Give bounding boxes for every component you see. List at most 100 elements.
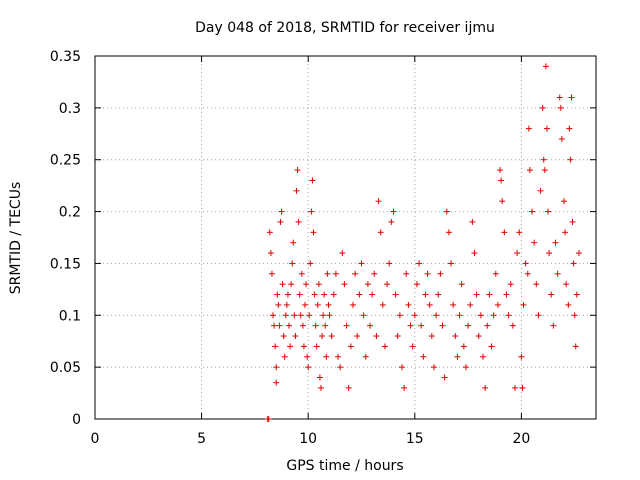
data-point [316, 374, 323, 381]
data-point [305, 364, 312, 371]
x-axis-label: GPS time / hours [286, 458, 403, 474]
data-point [526, 167, 533, 174]
data-point [362, 353, 369, 360]
data-point [290, 239, 297, 246]
data-point [505, 312, 512, 319]
x-tick-label: 10 [299, 431, 317, 447]
data-point [289, 260, 296, 267]
data-point [266, 229, 273, 236]
data-point [471, 250, 478, 257]
x-tick-label: 5 [197, 431, 206, 447]
data-point [373, 333, 380, 340]
data-point [501, 229, 508, 236]
data-point [317, 384, 324, 391]
data-point [279, 281, 286, 288]
data-point [420, 353, 427, 360]
data-point [274, 291, 281, 298]
data-point [467, 301, 474, 308]
data-point [550, 322, 557, 329]
data-point [422, 291, 429, 298]
data-point [545, 208, 552, 215]
data-point [386, 260, 393, 267]
data-point [507, 281, 514, 288]
data-point [428, 333, 435, 340]
data-point [288, 281, 295, 288]
data-point [281, 353, 288, 360]
data-point [522, 260, 529, 267]
data-point [488, 343, 495, 350]
data-point [552, 239, 559, 246]
chart-title: Day 048 of 2018, SRMTID for receiver ijm… [195, 20, 495, 36]
data-point [546, 250, 553, 257]
data-point [273, 379, 280, 386]
data-point [450, 301, 457, 308]
data-point [280, 333, 287, 340]
data-point [352, 270, 359, 277]
data-point [430, 364, 437, 371]
data-point [492, 270, 499, 277]
data-point [291, 312, 298, 319]
data-point [570, 260, 577, 267]
data-point [503, 291, 510, 298]
data-point [437, 270, 444, 277]
data-point [571, 312, 578, 319]
data-point [524, 270, 531, 277]
data-point [475, 333, 482, 340]
data-point [566, 125, 573, 132]
data-point [567, 156, 574, 163]
data-point [330, 291, 337, 298]
data-point [268, 270, 275, 277]
data-point [358, 260, 365, 267]
data-point [278, 208, 285, 215]
data-point [497, 167, 504, 174]
data-point [277, 218, 284, 225]
data-point [519, 384, 526, 391]
data-point [405, 301, 412, 308]
data-point [384, 281, 391, 288]
data-point [480, 353, 487, 360]
data-point [529, 208, 536, 215]
data-point [390, 208, 397, 215]
data-point [490, 312, 497, 319]
data-point [469, 218, 476, 225]
data-point [573, 291, 580, 298]
data-point [443, 208, 450, 215]
data-point [482, 384, 489, 391]
data-point [332, 270, 339, 277]
data-points [264, 63, 582, 422]
data-point [456, 312, 463, 319]
data-point [565, 301, 572, 308]
data-point [398, 364, 405, 371]
data-point [303, 281, 310, 288]
data-point [562, 229, 569, 236]
data-point [448, 260, 455, 267]
data-point [301, 301, 308, 308]
grid [95, 56, 596, 419]
data-point [499, 198, 506, 205]
data-point [270, 312, 277, 319]
y-tick-label: 0.1 [59, 308, 81, 324]
data-point [525, 125, 532, 132]
data-point [319, 333, 326, 340]
data-point [558, 135, 565, 142]
data-point [520, 301, 527, 308]
data-point [367, 322, 374, 329]
data-point [335, 353, 342, 360]
data-point [407, 322, 414, 329]
y-tick-label: 0.25 [50, 153, 81, 169]
data-point [531, 239, 538, 246]
data-point [462, 364, 469, 371]
data-point [369, 291, 376, 298]
data-point [426, 301, 433, 308]
data-point [435, 291, 442, 298]
data-point [394, 333, 401, 340]
data-point [441, 374, 448, 381]
data-point [569, 218, 576, 225]
data-point [299, 322, 306, 329]
data-point [516, 229, 523, 236]
data-point [554, 270, 561, 277]
data-point [568, 94, 575, 101]
data-point [543, 125, 550, 132]
data-point [533, 281, 540, 288]
